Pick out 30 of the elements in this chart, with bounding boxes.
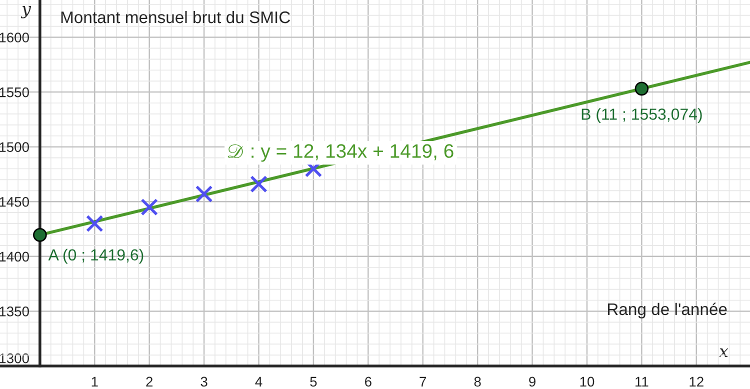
x-tick-label: 5 [310, 376, 317, 387]
x-tick-label: 10 [580, 376, 594, 387]
x-tick-label: 2 [146, 376, 153, 386]
point [195, 185, 213, 203]
point [250, 175, 268, 193]
text: Montant mensuel brut du SMIC [61, 10, 290, 24]
point [140, 198, 158, 216]
annotation: B (11 ; 1553,074) [582, 108, 702, 124]
y-tick-label: 1550 [0, 87, 29, 98]
y-tick-label: 1450 [0, 196, 29, 207]
annotation: A (0 ; 1419,6) [48, 248, 144, 264]
x-tick-label: 4 [255, 376, 262, 386]
y-axis-title: y [20, 6, 32, 18]
y-tick-label: 1500 [0, 142, 29, 152]
point [86, 214, 104, 232]
x-tick-label: 1 [92, 376, 98, 386]
x-tick-label: 11 [636, 376, 648, 386]
x-tick-label: 6 [365, 376, 372, 387]
point [33, 228, 47, 242]
x-tick-label: 12 [690, 376, 704, 386]
annotation: 𝒟 : y = 12, 134x + 1419, 6 [228, 144, 454, 162]
x-tick-label: 8 [474, 376, 481, 387]
y-tick-label: 1350 [0, 306, 29, 316]
annotation: Rang de l'année [608, 302, 727, 318]
x-tick-label: 9 [529, 376, 536, 387]
point [634, 82, 649, 96]
y-tick-label: 1400 [0, 252, 29, 262]
y-tick-label: 1600 [0, 32, 29, 42]
x-tick-label: 7 [420, 376, 426, 386]
x-tick-label: 3 [200, 376, 208, 387]
